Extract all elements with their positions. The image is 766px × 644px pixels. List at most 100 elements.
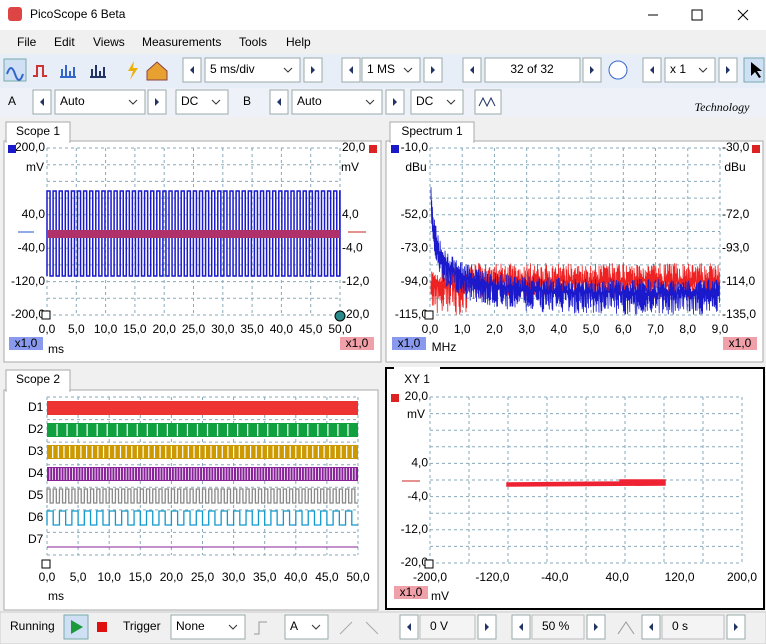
y-unit: mV — [26, 160, 44, 174]
nav-arrow — [40, 98, 44, 106]
nav-arrow — [311, 66, 315, 74]
x-tick-label: 25,0 — [191, 570, 215, 584]
x-tick-label: 40,0 — [606, 570, 630, 584]
channel-b-coupling: DC — [416, 94, 434, 108]
x-tick-label: 40,0 — [270, 322, 294, 336]
stop-button[interactable] — [97, 622, 107, 632]
y-tick-label: -20,0 — [342, 307, 370, 321]
y-tick-label: -73,0 — [401, 240, 429, 254]
x-tick-label: 15,0 — [123, 322, 147, 336]
cursor-icon — [751, 62, 762, 78]
digital-channel-label: D3 — [28, 444, 44, 458]
tab-label: XY 1 — [404, 372, 430, 386]
menu-item[interactable]: File — [17, 35, 37, 49]
scale-box[interactable] — [9, 337, 43, 350]
scale-box[interactable] — [723, 337, 757, 350]
scale-label: x1,0 — [729, 336, 752, 350]
tab-cover — [394, 367, 440, 370]
ruler-handle — [334, 310, 346, 322]
menu-item[interactable]: Views — [93, 35, 125, 49]
compass-button[interactable] — [608, 60, 628, 80]
nav-arrow — [734, 623, 738, 631]
zoom-box[interactable] — [664, 57, 716, 83]
digital-channel-label: D2 — [28, 422, 44, 436]
nav-arrow — [590, 66, 594, 74]
x-tick-label: 35,0 — [240, 322, 264, 336]
x-tick-label: 50,0 — [346, 570, 370, 584]
channel-a-range-box[interactable] — [54, 89, 146, 115]
y-tick-label: 40,0 — [22, 207, 46, 221]
ch-a-marker — [8, 145, 16, 153]
xy-trace — [506, 479, 666, 487]
scope-icon — [6, 67, 24, 81]
view-panel — [385, 140, 764, 363]
zoom: x 1 — [670, 62, 686, 76]
threshold-box — [419, 614, 476, 640]
x-tick-label: 3,0 — [518, 322, 535, 336]
tool-button[interactable] — [3, 58, 27, 82]
timebase-box[interactable] — [204, 57, 301, 83]
x-unit: mV — [431, 589, 449, 603]
nav-arrow — [519, 623, 523, 631]
channel-a-coupling-box[interactable] — [175, 89, 229, 115]
spectrum2-icon — [90, 65, 106, 78]
nav-arrow — [393, 98, 397, 106]
menu-bar — [0, 30, 766, 54]
scale-box[interactable] — [340, 337, 374, 350]
channel-a-coupling: DC — [181, 94, 199, 108]
x-tick-label: 5,0 — [583, 322, 600, 336]
dropdown-arrow — [365, 99, 375, 105]
y-tick-label: -30,0 — [722, 140, 750, 154]
nav-arrow — [277, 98, 281, 106]
x-tick-label: -200,0 — [413, 570, 447, 584]
x-tick-label: 1,0 — [454, 322, 471, 336]
trigger-source-box[interactable] — [284, 614, 329, 640]
x-tick-label: -120,0 — [475, 570, 509, 584]
y-tick-label: 20,0 — [342, 140, 366, 154]
run-state: Running — [10, 619, 55, 633]
math-icon — [478, 96, 496, 108]
x-tick-label: 7,0 — [647, 322, 664, 336]
tab-label: Spectrum 1 — [401, 124, 463, 138]
delay: 0 s — [672, 619, 688, 633]
menu-item[interactable]: Help — [286, 35, 311, 49]
delay-box — [661, 614, 725, 640]
y-tick-label: 4,0 — [411, 456, 428, 470]
ch-b-marker — [391, 394, 399, 402]
auto-icon — [128, 61, 138, 80]
threshold: 0 V — [430, 619, 448, 633]
nav-arrow — [349, 66, 353, 74]
home-icon — [146, 61, 168, 81]
channel-a-spectrum — [430, 187, 720, 315]
dropdown-arrow — [228, 624, 238, 630]
nav-arrow — [407, 623, 411, 631]
x-tick-label: 8,0 — [679, 322, 696, 336]
channel-b-coupling-box[interactable] — [410, 89, 464, 115]
tab-cover — [391, 140, 473, 143]
x-tick-label: 45,0 — [315, 570, 339, 584]
y-tick-label: -10,0 — [401, 140, 429, 154]
app-icon — [8, 7, 22, 21]
trigger-mode-box[interactable] — [170, 614, 246, 640]
nav-arrow — [594, 623, 598, 631]
digital-trace — [46, 488, 358, 504]
scale-box[interactable] — [392, 337, 426, 350]
trigger-label: Trigger — [123, 619, 161, 633]
channel-a-label: A — [8, 94, 16, 108]
nav-arrow — [155, 98, 159, 106]
trigger-marker — [41, 559, 51, 569]
menu-item[interactable]: Edit — [54, 35, 75, 49]
channel-b-range-box[interactable] — [291, 89, 383, 115]
pretrigger-box — [531, 614, 585, 640]
menu-item[interactable]: Tools — [239, 35, 267, 49]
scale-box[interactable] — [394, 586, 428, 599]
ch-b-marker — [752, 145, 760, 153]
y-unit: mV — [407, 407, 425, 421]
title-bar — [0, 0, 766, 30]
x-tick-label: 200,0 — [727, 570, 757, 584]
x-tick-label: 6,0 — [615, 322, 632, 336]
channel-b-label: B — [243, 94, 251, 108]
menu-item[interactable]: Measurements — [142, 35, 221, 49]
math-button[interactable] — [474, 89, 502, 115]
